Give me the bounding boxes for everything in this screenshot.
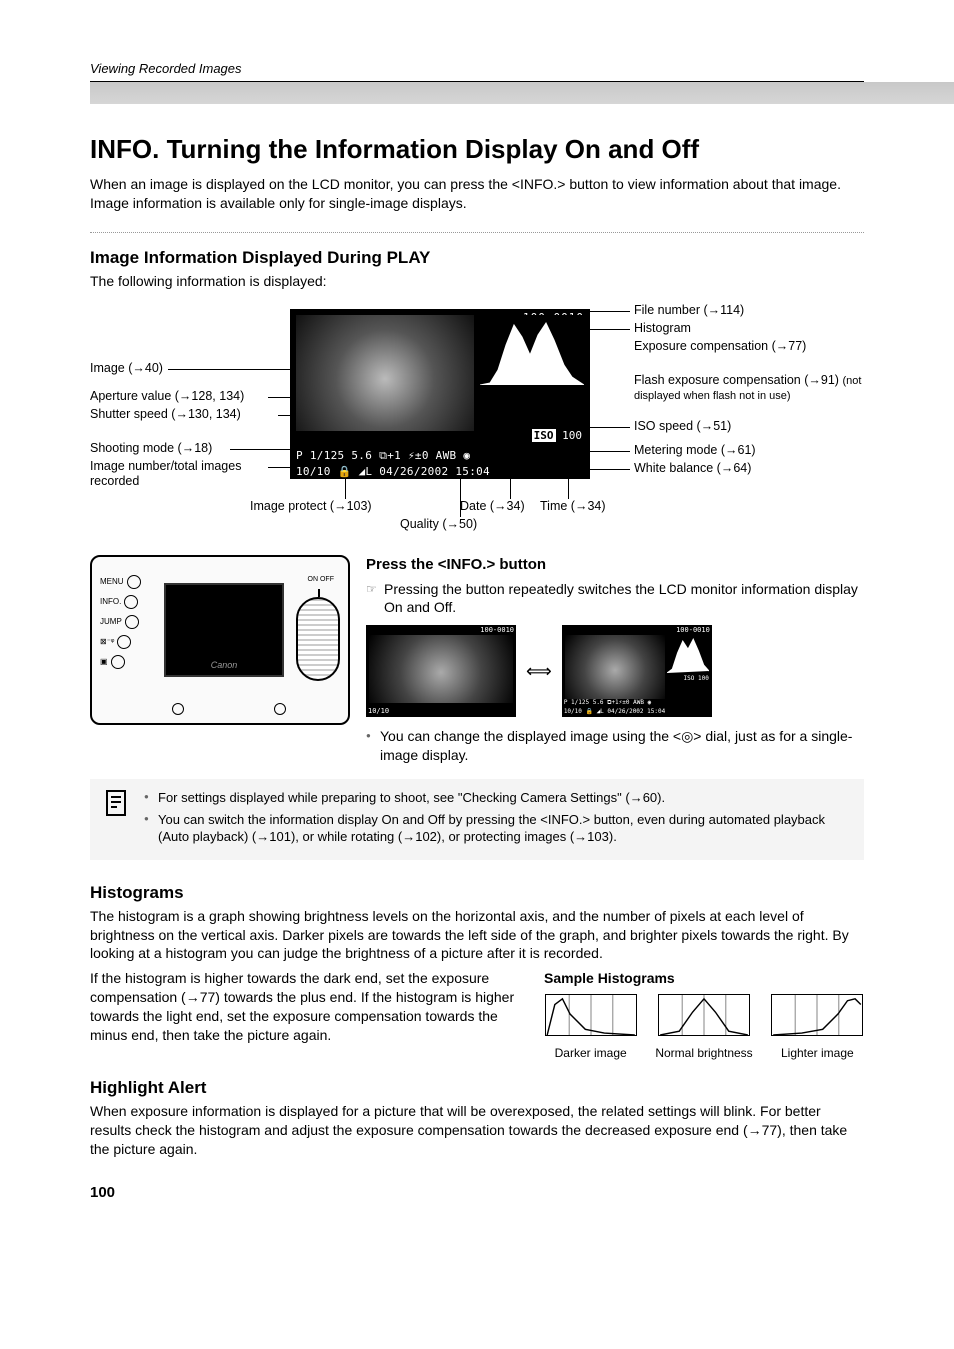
callout-date: Date (→34): [460, 499, 525, 514]
mini-lcd-simple: 100-0010 10/10: [366, 625, 516, 717]
sample-darker: Darker image: [544, 994, 637, 1061]
mini-count: 10/10: [368, 707, 389, 716]
highlight-heading: Highlight Alert: [90, 1077, 864, 1100]
callout-metering: Metering mode (→61): [634, 443, 864, 458]
menu-label: MENU: [100, 577, 124, 588]
lcd-row2: 10/10 🔒 ◢L 04/26/2002 15:04: [296, 465, 584, 480]
title-prefix: INFO.: [90, 134, 159, 164]
mini-thumb-2: [565, 635, 665, 699]
iso-value: 100: [562, 429, 582, 442]
callout-protect: Image protect (→103): [250, 499, 372, 514]
press-line2: You can change the displayed image using…: [366, 727, 864, 765]
note-2: You can switch the information display O…: [144, 811, 850, 846]
note-box: For settings displayed while preparing t…: [90, 779, 864, 860]
onoff-label: ON OFF: [308, 575, 334, 584]
callout-time: Time (→34): [540, 499, 606, 514]
histograms-heading: Histograms: [90, 882, 864, 905]
sample-normal: Normal brightness: [655, 994, 752, 1061]
mini-hist-curve: [667, 639, 709, 673]
lcd-row1: P 1/125 5.6 ⧉+1 ⚡±0 AWB ◉: [296, 449, 584, 464]
sample-caption-lighter: Lighter image: [771, 1045, 864, 1061]
lcd-thumbnail: [296, 315, 474, 431]
camera-dial: [296, 597, 340, 681]
callout-file-number: File number (→114): [634, 303, 864, 318]
jump-label: JUMP: [100, 617, 122, 628]
section-play-sub: The following information is displayed:: [90, 272, 864, 291]
sample-histograms-heading: Sample Histograms: [544, 969, 864, 988]
press-line1: Pressing the button repeatedly switches …: [366, 580, 864, 618]
callout-aperture: Aperture value (→128, 134): [90, 389, 244, 404]
press-heading: Press the <INFO.> button: [366, 555, 864, 575]
histogram-curve: [480, 323, 584, 385]
histograms-p2: If the histogram is higher towards the d…: [90, 969, 520, 1045]
intro-paragraph: When an image is displayed on the LCD mo…: [90, 175, 864, 213]
sample-caption-darker: Darker image: [544, 1045, 637, 1061]
callout-iso: ISO speed (→51): [634, 419, 864, 434]
callout-shooting-mode: Shooting mode (→18): [90, 441, 212, 456]
histograms-p1: The histogram is a graph showing brightn…: [90, 907, 864, 964]
callout-shutter: Shutter speed (→130, 134): [90, 407, 241, 422]
divider: [90, 232, 864, 233]
mini-row1: P 1/125 5.6 ⧉+1⚡±0 AWB ◉: [564, 699, 710, 707]
callout-exposure-comp: Exposure compensation (→77): [634, 339, 864, 354]
title-main: Turning the Information Display On and O…: [167, 134, 700, 164]
callout-quality: Quality (→50): [400, 517, 477, 532]
mini-thumb: [369, 635, 513, 703]
page-number: 100: [90, 1183, 864, 1203]
camera-back-illustration: MENU INFO. JUMP ⊠⁻ᵠ ▣ Canon ON OFF: [90, 555, 350, 725]
section-play-heading: Image Information Displayed During PLAY: [90, 247, 864, 270]
toggle-illustration: 100-0010 10/10 ⟺ 100-0010 ISO 100 P 1/12…: [366, 625, 864, 717]
info-diagram: Image (→40) Aperture value (→128, 134) S…: [90, 299, 864, 549]
callout-histogram: Histogram: [634, 321, 864, 336]
running-header: Viewing Recorded Images: [90, 60, 864, 82]
iso-label: ISO: [532, 429, 556, 442]
callout-flash-comp-text: Flash exposure compensation (→91): [634, 373, 839, 387]
info-label: INFO.: [100, 597, 121, 608]
camera-button-column: MENU INFO. JUMP ⊠⁻ᵠ ▣: [100, 575, 141, 675]
mini-row2: 10/10 🔒 ◢L 04/26/2002 15:04: [564, 708, 710, 716]
lcd-screen: 100-0010 ISO 100 P 1/125 5.6 ⧉+1 ⚡±0 AWB…: [290, 309, 590, 479]
mini-lcd-full: 100-0010 ISO 100 P 1/125 5.6 ⧉+1⚡±0 AWB …: [562, 625, 712, 717]
note-icon: [104, 789, 130, 850]
double-arrow-icon: ⟺: [526, 659, 552, 683]
sample-caption-normal: Normal brightness: [655, 1045, 752, 1061]
highlight-text: When exposure information is displayed f…: [90, 1102, 864, 1159]
sample-lighter: Lighter image: [771, 994, 864, 1061]
callout-image: Image (→40): [90, 361, 163, 376]
camera-brand: Canon: [211, 659, 238, 671]
note-1: For settings displayed while preparing t…: [144, 789, 850, 807]
camera-screen: Canon: [164, 583, 284, 677]
header-bar: [90, 82, 954, 104]
page-title: INFO. Turning the Information Display On…: [90, 132, 864, 167]
lcd-iso: ISO 100: [532, 429, 582, 444]
callout-flash-comp: Flash exposure compensation (→91) (not d…: [634, 373, 864, 403]
lcd-histogram: [480, 315, 584, 385]
mini-iso: ISO 100: [684, 675, 709, 683]
mini-histogram: [667, 635, 709, 673]
callout-image-count: Image number/total images recorded: [90, 459, 280, 489]
callout-white-balance: White balance (→64): [634, 461, 864, 476]
